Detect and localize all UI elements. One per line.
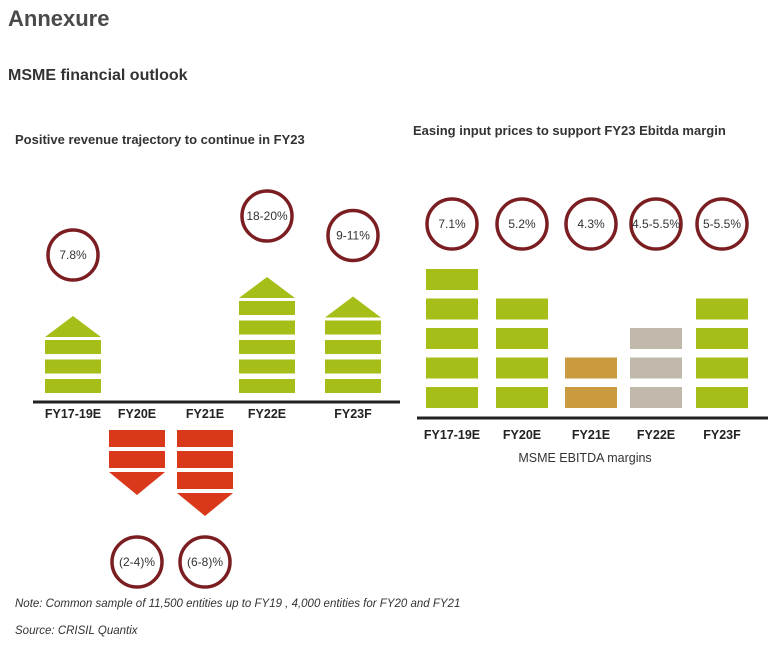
bar-block xyxy=(177,430,233,447)
bar-block xyxy=(496,387,548,408)
revenue-chart-title: Positive revenue trajectory to continue … xyxy=(15,132,305,147)
value-circle xyxy=(326,208,380,263)
bar-block xyxy=(630,357,682,379)
bar-block xyxy=(325,379,381,393)
value-circle xyxy=(629,197,683,251)
category-tick-label: FY23F xyxy=(334,407,372,421)
bar-block xyxy=(325,320,381,335)
bar-block xyxy=(177,472,233,489)
bar-block xyxy=(325,359,381,374)
bar-block xyxy=(239,379,295,393)
category-tick-label: FY21E xyxy=(186,407,224,421)
bar-block xyxy=(696,387,748,408)
value-label: 4.3% xyxy=(577,217,605,231)
source-note: Source: CRISIL Quantix xyxy=(15,625,138,637)
bar-block xyxy=(45,359,101,374)
x-axis-label: MSME EBITDA margins xyxy=(518,451,651,465)
bar-block xyxy=(325,340,381,354)
bar-block xyxy=(426,298,478,320)
value-label: (2-4)% xyxy=(119,555,155,569)
category-tick-label: FY17-19E xyxy=(45,407,101,421)
value-circle xyxy=(46,228,100,282)
bar-block xyxy=(177,451,233,468)
bar-block xyxy=(239,359,295,374)
value-circle xyxy=(695,197,749,251)
category-tick-label: FY21E xyxy=(572,428,610,442)
ebitda-chart-title: Easing input prices to support FY23 Ebit… xyxy=(413,123,726,138)
bar-arrow-up xyxy=(325,296,381,318)
bar-block xyxy=(696,357,748,379)
value-label: 9-11% xyxy=(336,229,370,243)
bar-block xyxy=(239,301,295,315)
page-subtitle: MSME financial outlook xyxy=(8,67,188,84)
value-circle xyxy=(495,197,549,251)
value-label: 4.5-5.5% xyxy=(632,217,680,231)
footnote: Note: Common sample of 11,500 entities u… xyxy=(15,598,461,610)
bar-block xyxy=(496,357,548,379)
bar-block xyxy=(239,340,295,354)
category-tick-label: FY23F xyxy=(703,428,741,442)
bar-block xyxy=(565,387,617,408)
bar-block xyxy=(239,320,295,335)
bar-block xyxy=(45,379,101,393)
bar-arrow-down xyxy=(109,472,165,495)
bar-arrow-down xyxy=(177,493,233,516)
bar-block xyxy=(565,357,617,379)
ebitda-margin-chart: 7.1% FY17-19E 5.2% FY20E 4.3% FY21E 4.5-5.5% FY… xyxy=(417,197,768,465)
bar-block xyxy=(496,328,548,349)
value-label: 7.8% xyxy=(59,248,87,262)
category-tick-label: FY22E xyxy=(637,428,675,442)
category-tick-label: FY22E xyxy=(248,407,286,421)
value-label: 5.2% xyxy=(508,217,536,231)
bar-arrow-up xyxy=(45,316,101,337)
bar-block xyxy=(630,328,682,349)
value-circle xyxy=(425,197,479,251)
bar-block xyxy=(45,340,101,354)
value-circle xyxy=(240,189,294,243)
value-circle xyxy=(110,535,164,589)
value-label: (6-8)% xyxy=(187,555,223,569)
bar-arrow-up xyxy=(239,277,295,298)
value-circle xyxy=(178,535,232,589)
value-label: 5-5.5% xyxy=(703,217,741,231)
bar-block xyxy=(426,357,478,379)
bar-block xyxy=(426,387,478,408)
category-tick-label: FY20E xyxy=(503,428,541,442)
bar-block xyxy=(109,430,165,447)
bar-block xyxy=(696,328,748,349)
bar-block xyxy=(426,269,478,290)
bar-block xyxy=(696,298,748,320)
value-label: 18-20% xyxy=(246,209,288,223)
bar-block xyxy=(496,298,548,320)
bar-block xyxy=(426,328,478,349)
bar-block xyxy=(109,451,165,468)
page-title: Annexure xyxy=(8,6,110,31)
value-circle xyxy=(564,197,618,251)
category-tick-label: FY17-19E xyxy=(424,428,480,442)
category-tick-label: FY20E xyxy=(118,407,156,421)
bar-block xyxy=(630,387,682,408)
value-label: 7.1% xyxy=(438,217,466,231)
revenue-growth-chart: 7.8% FY17-19E (2-4)% FY20E (6-8)% FY21E 18-20%… xyxy=(33,189,400,589)
